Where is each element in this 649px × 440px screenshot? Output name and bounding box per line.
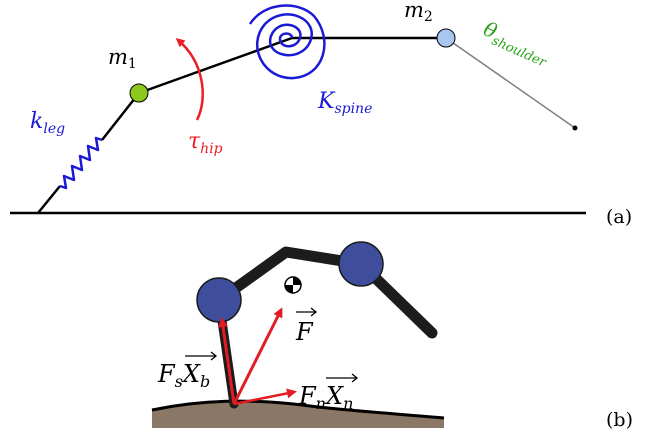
- shoulder-link: [445, 37, 576, 129]
- hip-torque-label: τhip: [188, 129, 223, 157]
- shoulder-angle-label: θshoulder: [478, 17, 554, 71]
- svg-text:FsXb: FsXb: [157, 360, 210, 391]
- panel-a: m1 m2 kleg τhip Kspine θshoulder (a): [10, 0, 632, 228]
- spine-spiral-spring: [248, 4, 326, 80]
- force-f-label: F: [295, 307, 318, 346]
- svg-text:F: F: [295, 318, 314, 346]
- front-hip-joint: [196, 277, 242, 323]
- rear-hip-joint: [338, 241, 384, 287]
- mass1-label: m1: [108, 45, 137, 72]
- center-of-mass-icon: [284, 276, 302, 294]
- leg-spring-label: kleg: [30, 109, 65, 137]
- mass1-circle: [129, 83, 149, 103]
- panel-a-label: (a): [606, 206, 632, 228]
- mass2-circle: [436, 28, 456, 48]
- leg-upper-segment: [101, 92, 140, 141]
- force-n-label: FnXn: [298, 373, 359, 413]
- leg-lower-segment: [37, 185, 61, 214]
- force-arrow-f: [232, 307, 283, 405]
- panel-b: F FsXb FnXn (b): [151, 241, 633, 431]
- force-arrow-n: [233, 388, 297, 406]
- force-s-label: FsXb: [157, 351, 218, 391]
- svg-text:FnXn: FnXn: [298, 382, 353, 413]
- front-body-link: [138, 36, 293, 95]
- panel-b-label: (b): [606, 409, 633, 431]
- ground-outline: [151, 399, 445, 420]
- spine-spring-label: Kspine: [317, 89, 372, 117]
- hip-torque-arrow: [175, 38, 204, 121]
- force-arrow-s: [218, 317, 236, 405]
- mass2-label: m2: [404, 0, 433, 25]
- ground-surface: [152, 401, 444, 428]
- robot-back: [213, 246, 367, 306]
- shoulder-end-point: [572, 125, 578, 131]
- leg-spring-coil: [59, 136, 103, 190]
